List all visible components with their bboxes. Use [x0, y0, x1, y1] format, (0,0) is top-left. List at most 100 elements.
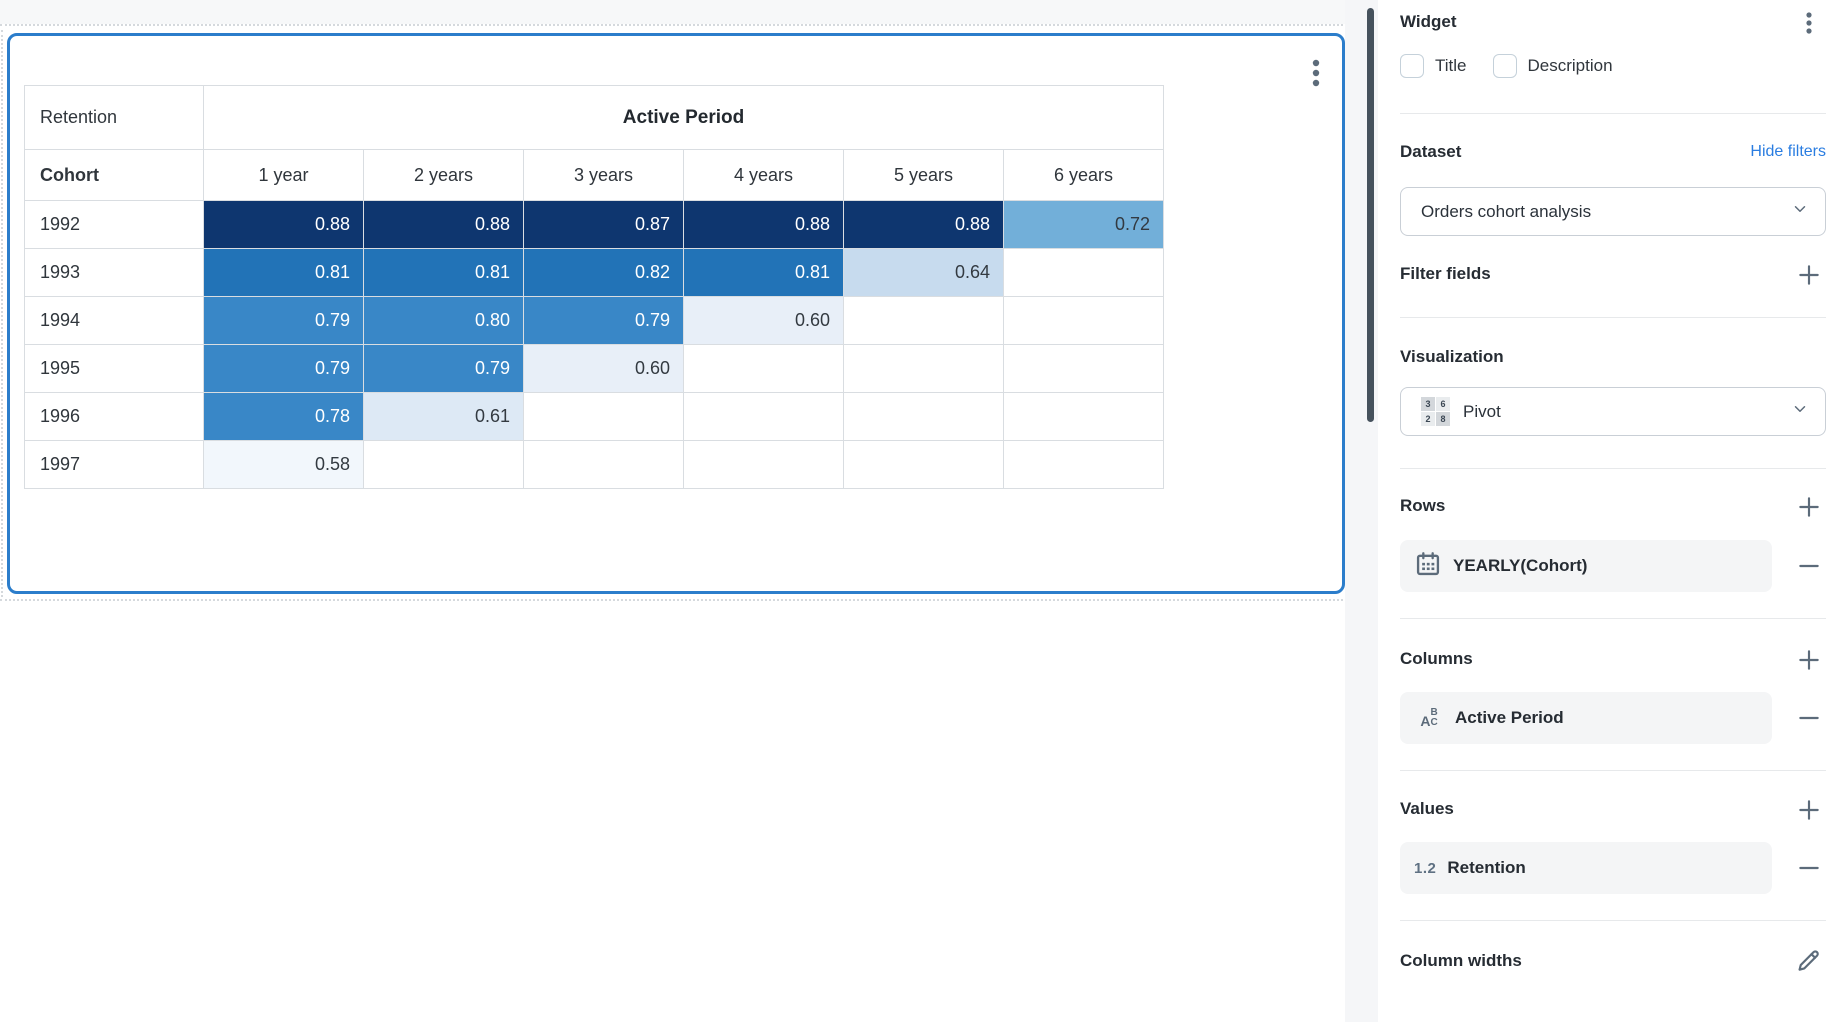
pivot-icon-cell: 8: [1436, 411, 1450, 426]
widget-kebab-menu-icon[interactable]: [1303, 51, 1329, 95]
pivot-value-cell[interactable]: 0.79: [363, 344, 524, 393]
filter-fields-heading: Filter fields: [1400, 264, 1491, 283]
dataset-select[interactable]: Orders cohort analysis: [1400, 187, 1826, 236]
cohort-label[interactable]: 1992: [24, 200, 204, 249]
remove-value-field-button[interactable]: [1796, 855, 1822, 881]
columns-field-chip[interactable]: A B C Active Period: [1400, 692, 1772, 744]
dataset-selected-value: Orders cohort analysis: [1421, 201, 1592, 221]
pivot-icon-cell: 2: [1421, 411, 1435, 426]
column-header-5[interactable]: 5 years: [843, 149, 1004, 201]
pivot-value-cell[interactable]: 0.81: [363, 248, 524, 297]
title-checkbox-label[interactable]: Title: [1435, 56, 1467, 75]
values-field-label: Retention: [1447, 858, 1526, 877]
sidebar-kebab-menu-icon[interactable]: [1796, 10, 1822, 36]
table-corner-measure-label: Retention: [24, 85, 204, 150]
pivot-value-cell[interactable]: 0.79: [203, 296, 364, 345]
cohort-label[interactable]: 1995: [24, 344, 204, 393]
add-value-field-button[interactable]: [1796, 797, 1822, 823]
column-header-2[interactable]: 2 years: [363, 149, 524, 201]
dashboard-canvas: Retention Active Period Cohort 1 year 2 y…: [0, 0, 1378, 601]
add-column-field-button[interactable]: [1796, 647, 1822, 673]
columns-field-label: Active Period: [1455, 708, 1564, 727]
pivot-value-cell[interactable]: 0.82: [523, 248, 684, 297]
columns-heading: Columns: [1400, 649, 1473, 668]
pivot-empty-cell: [1003, 248, 1164, 297]
pivot-value-cell[interactable]: 0.88: [363, 200, 524, 249]
pivot-empty-cell: [1003, 440, 1164, 489]
pivot-value-cell[interactable]: 0.61: [363, 392, 524, 441]
values-field-chip[interactable]: 1.2 Retention: [1400, 842, 1772, 894]
pivot-widget-card[interactable]: Retention Active Period Cohort 1 year 2 y…: [7, 33, 1345, 594]
pivot-value-cell[interactable]: 0.64: [843, 248, 1004, 297]
text-field-abc-icon: A B C: [1420, 707, 1438, 730]
hide-filters-link[interactable]: Hide filters: [1750, 143, 1826, 160]
chevron-down-icon: [1791, 200, 1809, 223]
scrollbar-thumb[interactable]: [1367, 8, 1374, 422]
column-header-6[interactable]: 6 years: [1003, 149, 1164, 201]
dataset-heading: Dataset: [1400, 142, 1462, 161]
visualization-selected-value: Pivot: [1463, 401, 1501, 421]
add-filter-field-button[interactable]: [1796, 262, 1822, 288]
pivot-value-cell[interactable]: 0.81: [203, 248, 364, 297]
title-checkbox[interactable]: [1400, 54, 1424, 78]
pivot-table: Retention Active Period Cohort 1 year 2 y…: [24, 85, 1164, 489]
pivot-row-1994: 1994 0.79 0.80 0.79 0.60: [24, 296, 1164, 345]
visualization-select[interactable]: 3 6 2 8 Pivot: [1400, 387, 1826, 436]
pivot-value-cell[interactable]: 0.72: [1003, 200, 1164, 249]
add-row-field-button[interactable]: [1796, 494, 1822, 520]
cohort-label[interactable]: 1993: [24, 248, 204, 297]
column-header-3[interactable]: 3 years: [523, 149, 684, 201]
pivot-value-cell[interactable]: 0.88: [203, 200, 364, 249]
cohort-label[interactable]: 1996: [24, 392, 204, 441]
pivot-empty-cell: [523, 392, 684, 441]
edit-column-widths-pencil-icon[interactable]: [1796, 948, 1822, 974]
pivot-empty-cell: [843, 296, 1004, 345]
cohort-label[interactable]: 1994: [24, 296, 204, 345]
pivot-empty-cell: [1003, 296, 1164, 345]
divider: [1400, 618, 1826, 619]
pivot-empty-cell: [683, 440, 844, 489]
pivot-value-cell[interactable]: 0.87: [523, 200, 684, 249]
row-dimension-header: Cohort: [24, 149, 204, 201]
divider: [1400, 920, 1826, 921]
pivot-value-cell[interactable]: 0.79: [523, 296, 684, 345]
pivot-empty-cell: [843, 392, 1004, 441]
dashboard-grid-guide-top: [0, 24, 1367, 26]
chevron-down-icon: [1791, 400, 1809, 423]
rows-heading: Rows: [1400, 496, 1446, 515]
pivot-value-cell[interactable]: 0.58: [203, 440, 364, 489]
pivot-value-cell[interactable]: 0.81: [683, 248, 844, 297]
values-heading: Values: [1400, 799, 1454, 818]
remove-row-field-button[interactable]: [1796, 553, 1822, 579]
column-header-4[interactable]: 4 years: [683, 149, 844, 201]
sidebar-title: Widget: [1400, 12, 1457, 31]
pivot-value-cell[interactable]: 0.88: [843, 200, 1004, 249]
pivot-value-cell[interactable]: 0.79: [203, 344, 364, 393]
pivot-value-cell[interactable]: 0.88: [683, 200, 844, 249]
divider: [1400, 770, 1826, 771]
divider: [1400, 113, 1826, 114]
pivot-table-container: Retention Active Period Cohort 1 year 2 y…: [24, 85, 1164, 489]
pivot-row-1993: 1993 0.81 0.81 0.82 0.81 0.64: [24, 248, 1164, 297]
pivot-value-cell[interactable]: 0.60: [523, 344, 684, 393]
numeric-field-icon: 1.2: [1414, 859, 1437, 877]
pivot-value-cell[interactable]: 0.60: [683, 296, 844, 345]
calendar-icon: [1414, 550, 1442, 583]
description-checkbox[interactable]: [1492, 54, 1517, 78]
pivot-value-cell[interactable]: 0.78: [203, 392, 364, 441]
dashboard-grid-guide-bottom: [0, 599, 1367, 601]
rows-field-chip[interactable]: YEARLY(Cohort): [1400, 540, 1772, 592]
pivot-value-cell[interactable]: 0.80: [363, 296, 524, 345]
pivot-empty-cell: [523, 440, 684, 489]
rows-field-label: YEARLY(Cohort): [1453, 556, 1588, 575]
remove-column-field-button[interactable]: [1796, 705, 1822, 731]
column-group-header: Active Period: [203, 85, 1164, 150]
column-header-1[interactable]: 1 year: [203, 149, 364, 201]
description-checkbox-label[interactable]: Description: [1527, 56, 1613, 75]
pivot-empty-cell: [1003, 392, 1164, 441]
canvas-top-strip: [0, 0, 1378, 24]
dashboard-grid-guide-left: [1, 30, 3, 597]
divider: [1400, 317, 1826, 318]
pivot-icon-cell: 3: [1421, 396, 1435, 411]
cohort-label[interactable]: 1997: [24, 440, 204, 489]
